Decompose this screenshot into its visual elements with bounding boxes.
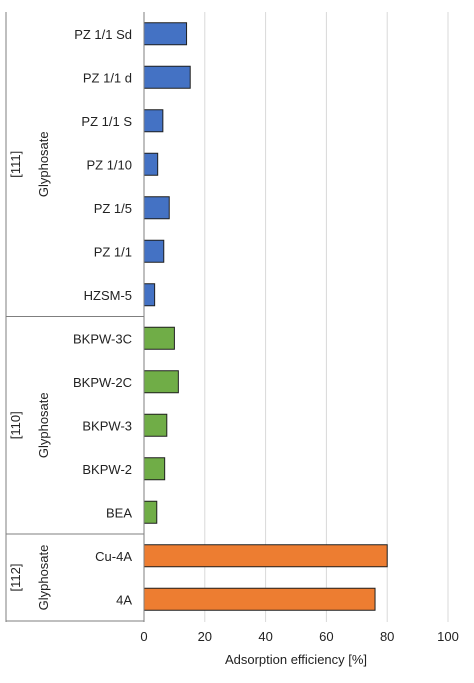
category-label: BKPW-2	[82, 462, 132, 477]
bar	[143, 239, 165, 263]
category-labels: PZ 1/1 Sd PZ 1/1 d PZ 1/1 S PZ 1/10 PZ 1/5 PZ…	[73, 27, 132, 608]
category-label: PZ 1/1 Sd	[74, 27, 132, 42]
category-label: PZ 1/1	[94, 244, 132, 259]
x-tick-label: 80	[380, 629, 394, 644]
category-label: BKPW-3C	[73, 331, 132, 346]
group-name-label: Glyphosate	[36, 392, 51, 458]
category-label: BKPW-3	[82, 418, 132, 433]
bar	[143, 413, 168, 437]
x-tick-label: 60	[319, 629, 333, 644]
bar	[143, 587, 376, 611]
category-label: PZ 1/5	[94, 201, 132, 216]
group-dividers	[5, 12, 144, 622]
gridlines	[204, 12, 449, 622]
bar	[143, 196, 170, 220]
bar	[143, 22, 188, 46]
group-name-label: Glyphosate	[36, 545, 51, 611]
x-tick-label: 100	[437, 629, 459, 644]
category-label: HZSM-5	[84, 288, 132, 303]
group-labels: [111] Glyphosate [110] Glyphosate [112] Glyph…	[8, 131, 51, 610]
bar	[143, 500, 158, 524]
category-label: PZ 1/1 S	[81, 114, 132, 129]
bar	[143, 544, 388, 568]
category-label: BEA	[106, 505, 132, 520]
group-ref-label: [111]	[8, 151, 23, 178]
x-tick-label: 40	[258, 629, 272, 644]
x-tick-label: 20	[198, 629, 212, 644]
x-tick-label: 0	[140, 629, 147, 644]
category-label: Cu-4A	[95, 549, 132, 564]
bar	[143, 370, 179, 394]
bar	[143, 65, 191, 89]
category-label: 4A	[116, 592, 132, 607]
bar	[143, 457, 166, 481]
category-label: PZ 1/1 d	[83, 70, 132, 85]
x-tick-labels: 0 20 40 60 80 100	[140, 629, 458, 644]
bar	[143, 109, 164, 133]
bar	[143, 283, 156, 307]
category-label: PZ 1/10	[86, 157, 132, 172]
category-label: BKPW-2C	[73, 375, 132, 390]
group-name-label: Glyphosate	[36, 131, 51, 197]
group-ref-label: [110]	[8, 411, 23, 439]
bar	[143, 326, 175, 350]
group-ref-label: [112]	[8, 564, 23, 592]
x-axis-title: Adsorption efficiency [%]	[225, 652, 367, 667]
bar	[143, 152, 159, 176]
